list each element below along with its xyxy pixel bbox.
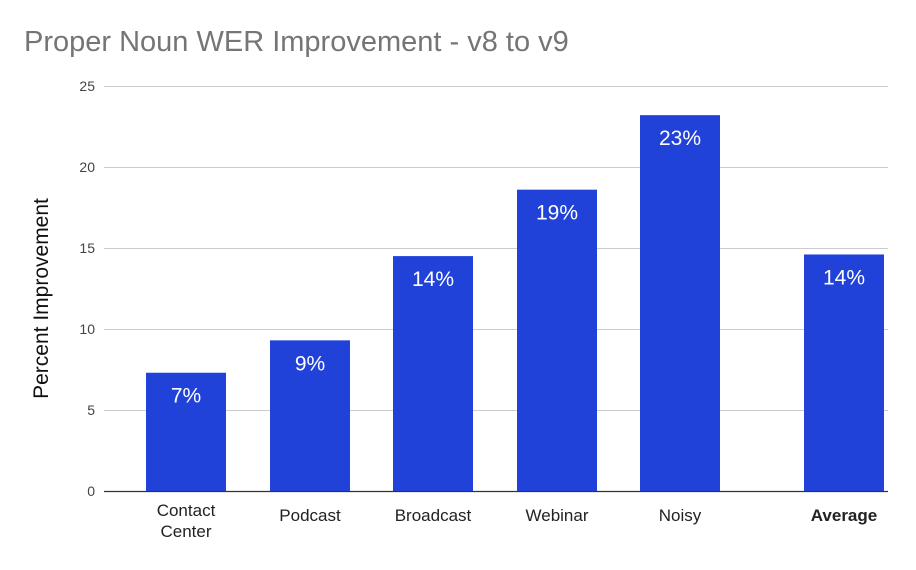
bar: [804, 254, 884, 491]
y-tick-label: 25: [79, 78, 95, 94]
x-category-label: Broadcast: [395, 506, 472, 525]
y-axis-title: Percent Improvement: [30, 198, 53, 399]
x-category-label: Webinar: [526, 506, 589, 525]
bar: [640, 115, 720, 491]
bar-value-label: 14%: [412, 268, 454, 291]
x-category-labels: Contact Center Podcast Broadcast Webinar Nois…: [157, 501, 878, 541]
bar: [146, 372, 226, 491]
bar: [270, 340, 350, 491]
x-category-label: Average: [811, 506, 877, 525]
x-category-label: Contact: [157, 501, 216, 520]
y-tick-label: 5: [87, 402, 95, 418]
chart-title: Proper Noun WER Improvement - v8 to v9: [24, 26, 569, 58]
y-tick-labels: 0 5 10 15 20 25: [79, 78, 95, 499]
bar-value-label: 19%: [536, 202, 578, 225]
bars: 7% 9% 14% 19% 23% 14%: [146, 115, 884, 491]
y-tick-label: 20: [79, 159, 95, 175]
y-tick-label: 15: [79, 240, 95, 256]
x-category-label: Center: [160, 522, 211, 541]
y-tick-label: 10: [79, 321, 95, 337]
bar-value-label: 23%: [659, 127, 701, 150]
x-category-label: Noisy: [659, 506, 702, 525]
y-tick-label: 0: [87, 483, 95, 499]
bar-value-label: 14%: [823, 266, 865, 289]
bar-value-label: 9%: [295, 352, 325, 375]
bar: [517, 189, 597, 491]
x-category-label: Podcast: [279, 506, 341, 525]
bar: [393, 256, 473, 491]
gridlines: [104, 86, 888, 493]
bar-value-label: 7%: [171, 385, 201, 408]
